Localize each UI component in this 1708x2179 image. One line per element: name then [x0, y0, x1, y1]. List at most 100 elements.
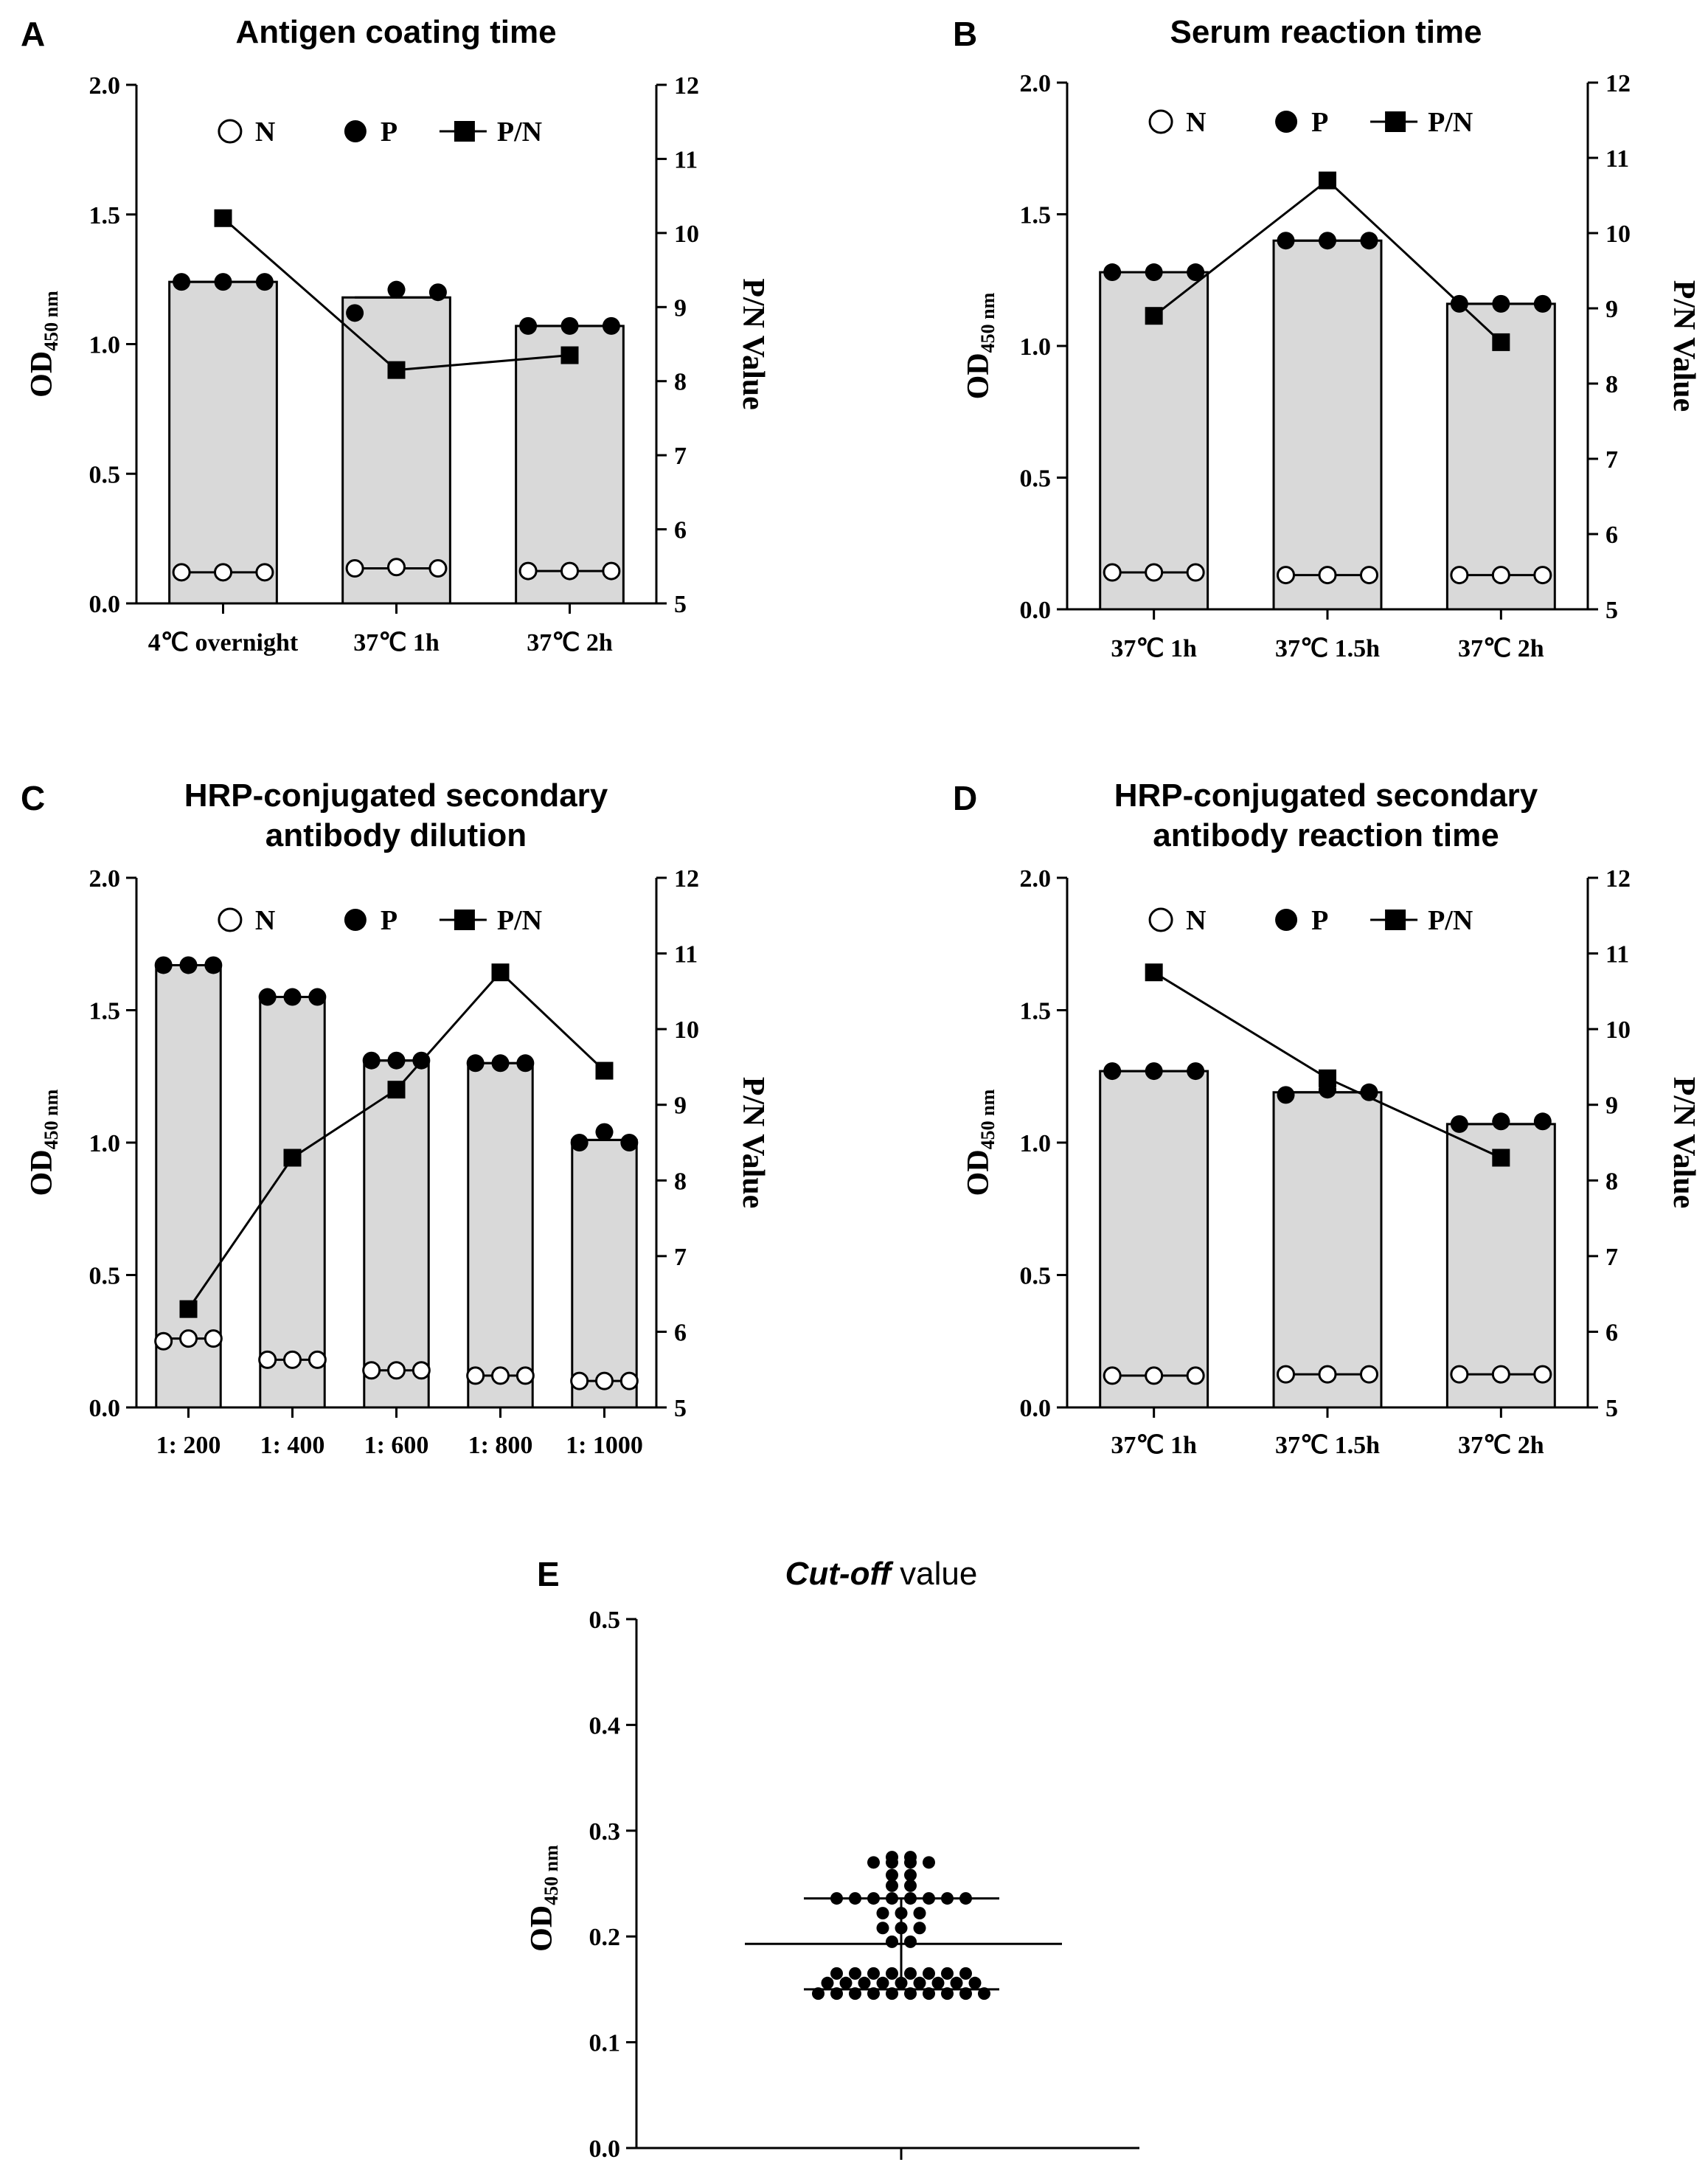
y-tick-label: 0.0 [89, 591, 121, 618]
p-point [1103, 263, 1122, 282]
y2-tick-label: 12 [1605, 70, 1631, 97]
x-tick-label: 1: 600 [364, 1432, 429, 1459]
y2-tick-label: 11 [674, 941, 698, 969]
data-point [959, 1967, 972, 1980]
y-axis-title: OD450 nm [962, 292, 999, 399]
bar-p-1 [1099, 271, 1209, 611]
bar-p-5 [571, 1138, 638, 1409]
n-point [362, 1361, 381, 1380]
n-point [412, 1361, 431, 1380]
p-point [519, 316, 538, 335]
p-point [1533, 1112, 1552, 1131]
y-tick-label: 1.0 [1020, 1130, 1052, 1157]
data-point [830, 1967, 843, 1980]
y2-tick-label: 7 [1605, 1244, 1618, 1271]
bar-p-1 [168, 280, 278, 605]
y2-tick-label: 5 [1605, 597, 1618, 624]
p-point [362, 1051, 381, 1070]
legend-pn-label: P/N [1428, 905, 1473, 936]
p-point [387, 1051, 406, 1070]
p-point [595, 1123, 614, 1141]
panel-E: E Cut-off value 0.0 0.1 0.2 0.3 0.4 0.5 OD450 nm [525, 1555, 1139, 2163]
y-axis-title: OD450 nm [25, 1089, 62, 1196]
n-point [308, 1350, 327, 1369]
y2-axis-title: P/N Value [1667, 1077, 1701, 1209]
y2-tick-label: 9 [674, 294, 687, 322]
p-point [283, 988, 302, 1006]
pn-marker [387, 361, 406, 379]
legend-p-label: P [381, 905, 398, 936]
y-tick-label: 2.0 [89, 865, 121, 893]
data-point [904, 1967, 917, 1980]
y-axis-title-sub: 450 nm [41, 1089, 62, 1149]
y-tick-label: 1.0 [89, 332, 121, 359]
p-point [560, 316, 579, 335]
n-point [466, 1366, 485, 1385]
p-point [1360, 1083, 1378, 1101]
panel-letter: A [21, 15, 45, 53]
data-point [941, 1967, 954, 1980]
legend-n-symbol [1148, 109, 1173, 134]
y-axis-title-sub: 450 nm [41, 291, 62, 351]
y2-tick-label: 8 [674, 369, 687, 396]
p-point [620, 1134, 639, 1151]
p-point [491, 1054, 510, 1073]
pn-marker [387, 1081, 406, 1099]
n-point [1186, 1366, 1205, 1385]
legend-p-label: P [1311, 905, 1328, 936]
y-axis-title-sub: 450 nm [977, 292, 999, 353]
y2-tick-label: 6 [674, 1319, 687, 1346]
p-point [570, 1134, 589, 1151]
bar-p-3 [1445, 1123, 1556, 1409]
y2-tick-label: 8 [1605, 1168, 1618, 1195]
pn-marker [1145, 307, 1163, 325]
data-point [913, 1907, 926, 1920]
p-point [1145, 1062, 1163, 1081]
p-point [179, 956, 198, 974]
panel-title: Antigen coating time [235, 14, 556, 50]
n-point [172, 563, 191, 582]
p-point [602, 316, 620, 335]
p-point [466, 1054, 485, 1073]
y-tick-label: 0.3 [589, 1818, 621, 1846]
y2-tick-label: 6 [1605, 1319, 1618, 1346]
y-axis-title-sub: 450 nm [541, 1845, 562, 1905]
n-point [179, 1329, 198, 1348]
p-point [1492, 1112, 1510, 1131]
x-tick-label: 1: 200 [156, 1432, 221, 1459]
x-tick-label: 37℃ 1.5h [1275, 635, 1380, 662]
pn-marker [179, 1300, 198, 1318]
panel-title: Cut-off value [785, 1556, 978, 1592]
n-point [255, 563, 274, 582]
bar-p-1 [1099, 1070, 1209, 1409]
p-point [1145, 263, 1163, 282]
data-point [886, 1967, 898, 1980]
pn-marker [491, 963, 510, 982]
n-point [560, 561, 579, 581]
panel-letter: E [537, 1555, 560, 1593]
n-point [1277, 1365, 1296, 1384]
y2-tick-label: 11 [1605, 145, 1629, 173]
legend-n-label: N [255, 905, 275, 936]
y-tick-label: 0.0 [89, 1395, 121, 1422]
y-axis-title-sub: 450 nm [977, 1089, 999, 1149]
y2-tick-label: 12 [1605, 865, 1631, 893]
legend-p-symbol [344, 909, 367, 931]
legend-p-symbol [1275, 909, 1298, 931]
panel-title-line-2: antibody reaction time [1153, 817, 1499, 853]
y2-tick-label: 8 [674, 1168, 687, 1195]
data-point [867, 1967, 880, 1980]
p-point [258, 988, 277, 1006]
y-tick-label: 2.0 [89, 72, 121, 100]
n-point [1103, 1366, 1122, 1385]
n-point [595, 1371, 614, 1390]
y2-tick-label: 9 [674, 1092, 687, 1120]
p-point [1103, 1062, 1122, 1081]
p-point [154, 956, 173, 974]
p-point [387, 280, 406, 299]
n-point [154, 1331, 173, 1351]
y-tick-label: 0.5 [89, 1263, 121, 1290]
data-point [876, 1922, 889, 1935]
pn-marker [1319, 171, 1336, 190]
y-tick-label: 0.5 [1020, 465, 1052, 493]
